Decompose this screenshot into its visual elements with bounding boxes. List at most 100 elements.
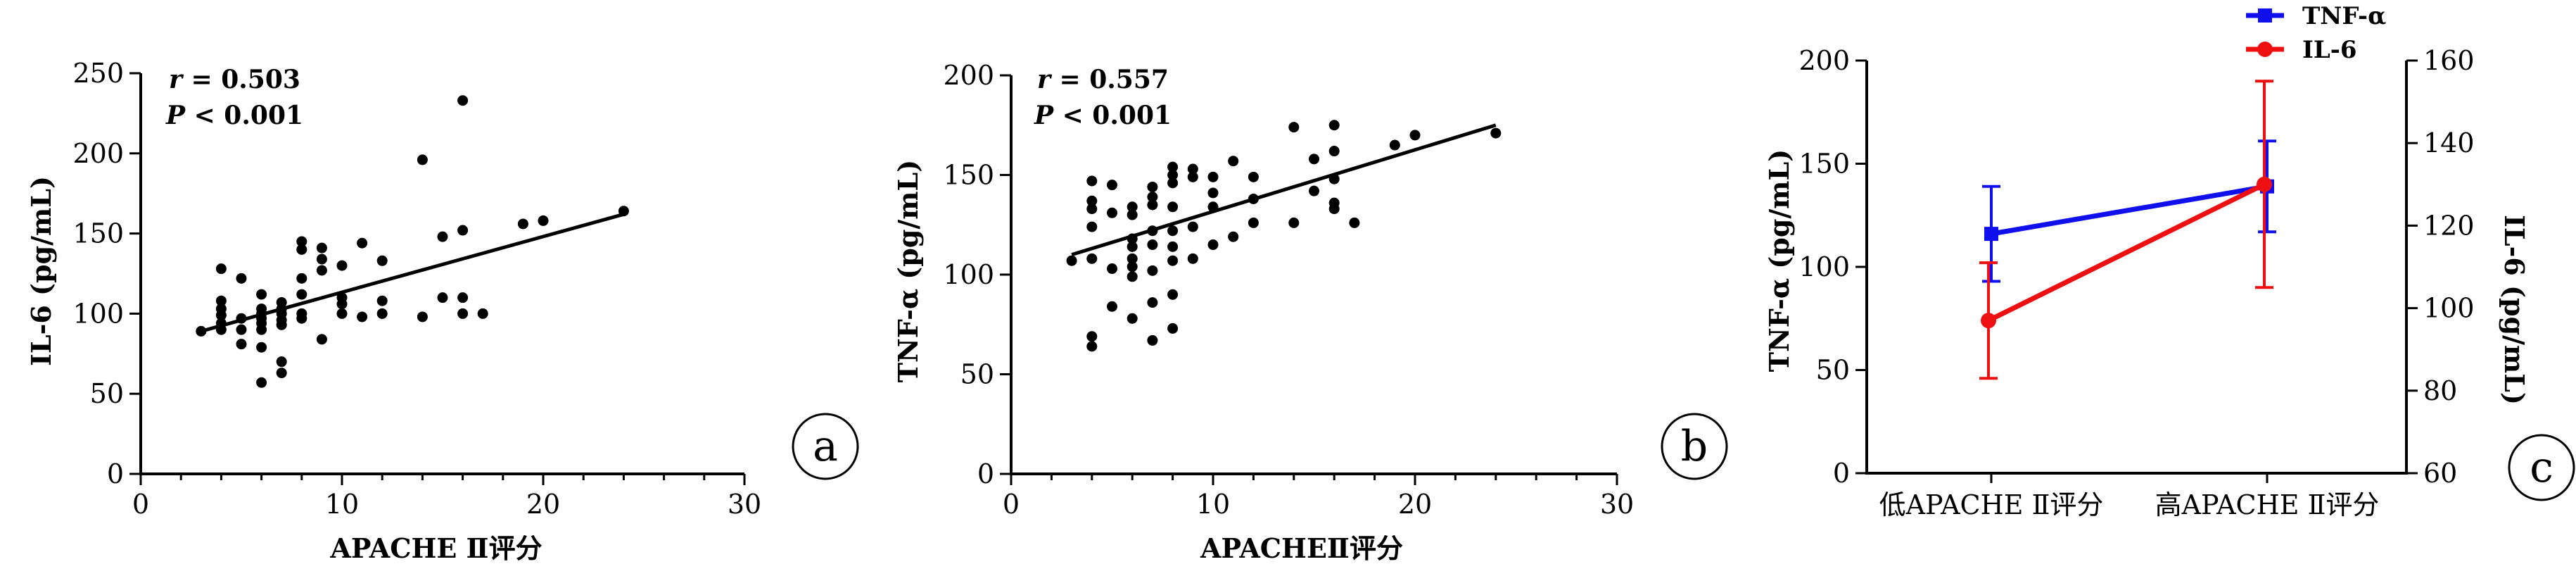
data-point-a <box>376 308 388 319</box>
data-point-a <box>457 308 469 319</box>
data-point-b <box>1207 187 1219 199</box>
y-tick-label-right-c: 140 <box>2423 127 2475 158</box>
data-point-b <box>1167 289 1179 300</box>
data-point-b <box>1167 201 1179 213</box>
data-point-a <box>276 296 287 308</box>
panel-letter-b: b <box>1681 422 1708 471</box>
data-point-b <box>1127 209 1138 220</box>
axes-b: 0 10 20 30 0 50 100 150 200 <box>943 60 1634 520</box>
data-point-a <box>276 356 287 368</box>
x-tick-label-a: 30 <box>728 489 761 520</box>
axes-c: 0 50 100 150 200 60 80 100 120 140 160 低APACHE Ⅱ评分 高… <box>1798 45 2474 520</box>
panel-letter-circle-b <box>1661 413 1728 480</box>
panel-letter-circle-c <box>2508 434 2575 501</box>
x-axis-label-b: APACHEⅡ评分 <box>1200 532 1403 564</box>
data-point-a <box>316 334 327 345</box>
data-point-b <box>1127 261 1138 273</box>
data-point-a <box>236 324 247 335</box>
data-point-b <box>1107 207 1117 218</box>
panel-letter-a: a <box>813 422 838 471</box>
data-point-b <box>1328 146 1340 157</box>
data-point-b <box>1248 171 1259 182</box>
data-point-a <box>296 236 307 247</box>
data-point-b <box>1228 156 1239 167</box>
y-axis-label-left-c: TNF-α (pg/mL) <box>1763 149 1795 372</box>
data-point-b <box>1248 193 1259 204</box>
dual-axis-line-chart-c: 0 50 100 150 200 60 80 100 120 140 160 低APACHE Ⅱ评分 高… <box>1763 2 2575 520</box>
data-point-b <box>1288 217 1300 228</box>
data-point-b <box>1086 204 1098 215</box>
scatter-chart-a: 0 10 20 30 0 50 100 150 200 250 r = 0.503 P < 0.0… <box>25 58 859 564</box>
series-line-0 <box>1991 184 2268 237</box>
data-point-b <box>1389 139 1400 151</box>
y-tick-label-right-c: 60 <box>2423 458 2457 489</box>
series-marker-1 <box>1981 313 1996 329</box>
data-point-b <box>1167 255 1179 266</box>
legend-marker-1 <box>2257 42 2273 57</box>
data-point-a <box>196 325 207 337</box>
data-point-b <box>1207 171 1219 182</box>
p-annotation-a: P < 0.001 <box>165 101 303 130</box>
data-point-a <box>437 231 448 242</box>
data-point-b <box>1086 175 1098 187</box>
data-point-a <box>256 342 267 353</box>
data-point-a <box>357 237 368 249</box>
y-tick-label-a: 150 <box>72 218 124 249</box>
data-point-b <box>1086 221 1098 232</box>
regression-line-a <box>201 212 625 333</box>
data-point-a <box>256 289 267 300</box>
x-tick-label-b: 10 <box>1196 489 1230 520</box>
data-point-a <box>457 292 469 303</box>
data-point-a <box>256 377 267 388</box>
data-point-b <box>1086 341 1098 352</box>
y-tick-label-b: 100 <box>943 259 994 290</box>
y-tick-label-b: 200 <box>943 60 994 91</box>
fit-line-a <box>201 212 625 333</box>
data-point-a <box>417 311 428 323</box>
data-point-b <box>1328 197 1340 208</box>
data-point-b <box>1490 127 1502 139</box>
data-point-a <box>276 368 287 379</box>
data-point-b <box>1309 154 1319 165</box>
data-point-b <box>1127 233 1138 244</box>
data-point-a <box>417 154 428 165</box>
y-tick-label-right-c: 160 <box>2423 45 2475 76</box>
data-point-b <box>1248 217 1259 228</box>
x-tick-label-a: 20 <box>526 489 560 520</box>
data-point-a <box>236 273 247 284</box>
y-axis-label-right-c: IL-6 (pg/mL) <box>2499 215 2530 405</box>
data-point-b <box>1086 253 1098 264</box>
x-tick-label-a: 10 <box>325 489 359 520</box>
data-point-a <box>336 308 348 319</box>
data-point-b <box>1328 120 1340 131</box>
p-annotation-b: P < 0.001 <box>1034 101 1172 130</box>
data-point-b <box>1228 231 1239 242</box>
data-point-b <box>1107 301 1117 312</box>
x-tick-label-a: 0 <box>132 489 149 520</box>
data-point-b <box>1207 201 1219 213</box>
data-point-b <box>1066 255 1077 266</box>
points-a <box>196 95 629 388</box>
data-point-a <box>618 206 629 217</box>
data-point-a <box>477 308 488 319</box>
data-point-b <box>1167 323 1179 334</box>
data-point-a <box>376 255 388 266</box>
panel-letter-circle-a <box>792 413 859 480</box>
data-point-a <box>215 318 227 329</box>
series-marker-1 <box>2257 176 2272 192</box>
data-point-b <box>1147 225 1158 237</box>
axes-a: 0 10 20 30 0 50 100 150 200 250 <box>72 58 761 520</box>
legend-marker-0 <box>2258 8 2272 23</box>
data-point-b <box>1086 195 1098 206</box>
data-point-a <box>296 273 307 284</box>
legend-c: TNF-α IL-6 <box>2246 2 2386 64</box>
data-point-b <box>1147 199 1158 211</box>
panel-letter-c: c <box>2530 443 2553 492</box>
data-point-b <box>1147 334 1158 346</box>
data-point-a <box>538 215 549 226</box>
data-point-a <box>457 95 469 106</box>
x-tick-label-b: 0 <box>1003 489 1020 520</box>
data-point-a <box>316 265 327 276</box>
r-annotation-a: r = 0.503 <box>169 65 300 94</box>
data-point-a <box>376 295 388 306</box>
